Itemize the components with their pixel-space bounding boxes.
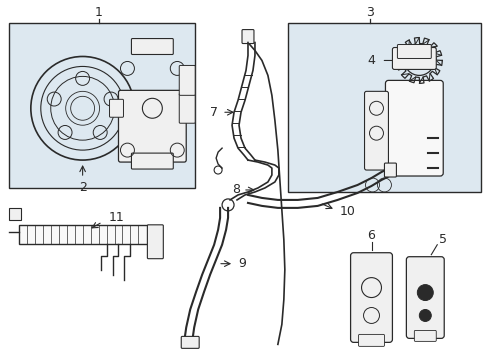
FancyBboxPatch shape: [181, 336, 199, 348]
FancyBboxPatch shape: [109, 99, 123, 117]
Text: 6: 6: [367, 229, 375, 242]
Text: 3: 3: [365, 6, 373, 19]
Circle shape: [419, 310, 430, 321]
Text: 5: 5: [438, 233, 447, 246]
Text: 7: 7: [210, 106, 218, 119]
Text: 9: 9: [238, 257, 245, 270]
FancyBboxPatch shape: [358, 334, 384, 346]
Bar: [19, 225, 148, 244]
FancyBboxPatch shape: [385, 80, 442, 176]
FancyBboxPatch shape: [118, 90, 186, 162]
FancyBboxPatch shape: [397, 45, 430, 58]
Bar: [287, 23, 480, 192]
FancyBboxPatch shape: [384, 163, 396, 177]
Text: 11: 11: [108, 211, 124, 224]
FancyBboxPatch shape: [350, 253, 392, 342]
Text: 1: 1: [95, 6, 102, 19]
Bar: [9, 23, 195, 188]
FancyBboxPatch shape: [242, 30, 253, 44]
Text: 4: 4: [367, 54, 375, 67]
FancyBboxPatch shape: [179, 93, 195, 123]
FancyBboxPatch shape: [131, 153, 173, 169]
FancyBboxPatch shape: [406, 257, 443, 338]
Text: 10: 10: [339, 205, 355, 219]
FancyBboxPatch shape: [413, 330, 435, 341]
Bar: [9, 208, 21, 220]
FancyBboxPatch shape: [179, 66, 195, 95]
FancyBboxPatch shape: [131, 39, 173, 54]
Circle shape: [416, 285, 432, 301]
FancyBboxPatch shape: [147, 225, 163, 259]
FancyBboxPatch shape: [364, 91, 387, 170]
FancyBboxPatch shape: [392, 48, 435, 69]
Text: 2: 2: [79, 181, 86, 194]
Text: 8: 8: [231, 184, 240, 197]
